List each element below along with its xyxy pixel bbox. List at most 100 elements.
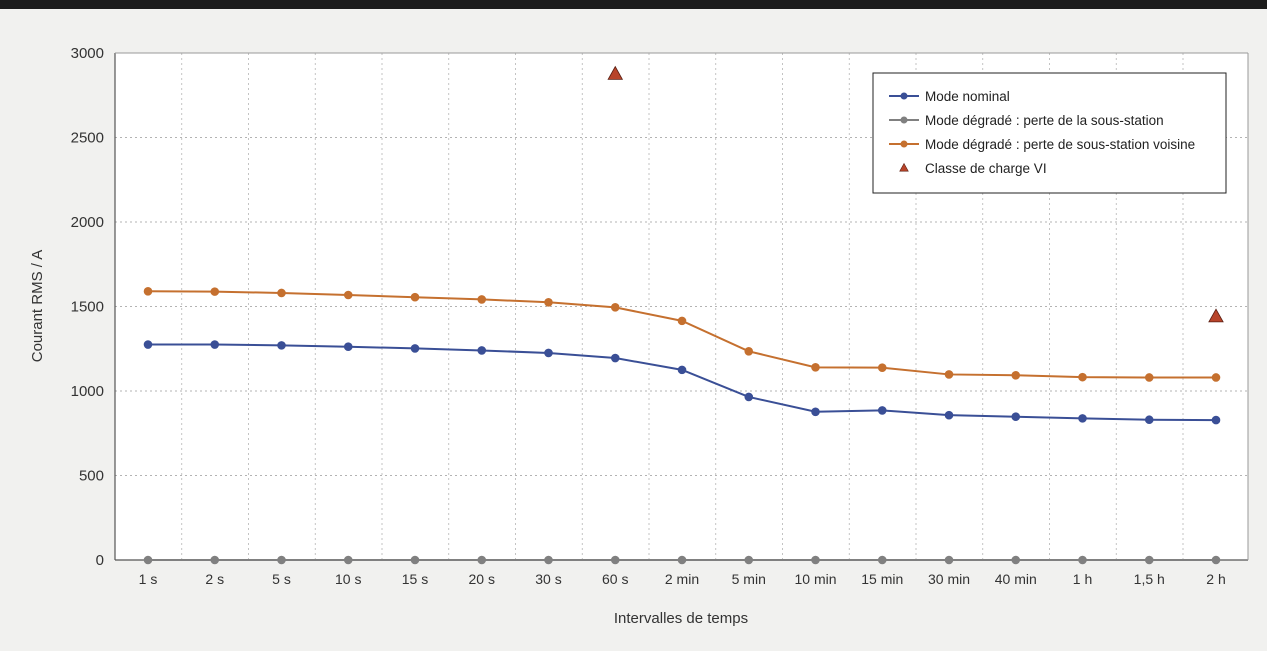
grid-lines [115, 53, 1248, 560]
x-axis-label: Intervalles de temps [614, 610, 748, 627]
legend-item-classe-de-charge-vi: Classe de charge VI [899, 161, 1047, 176]
data-point [1078, 555, 1087, 565]
data-point [1211, 373, 1221, 382]
data-point [744, 346, 754, 356]
data-point [610, 353, 620, 363]
y-axis-label: Courant RMS / A [29, 250, 46, 363]
legend: Mode nominal Mode dégradé : perte de la s… [872, 72, 1227, 194]
data-point [410, 344, 420, 353]
data-point [210, 555, 220, 565]
legend-label: Mode nominal [925, 89, 1010, 104]
legend-triangle-symbol [899, 162, 909, 172]
data-point [1211, 415, 1221, 425]
legend-marker-symbol [900, 140, 908, 148]
x-tick-labels: 1 s 2 s 5 s 10 s 15 s 20 s 30 s 60 s 2 min 5 min 1… [139, 571, 1226, 587]
x-tick-label: 15 min [861, 571, 903, 587]
data-point [410, 555, 420, 565]
y-tick-label: 3000 [71, 45, 104, 62]
data-point [677, 365, 687, 375]
x-tick-label: 2 h [1206, 571, 1225, 587]
data-point [677, 555, 687, 565]
data-point [610, 555, 620, 565]
triangle-marker [607, 65, 624, 80]
data-point [1211, 555, 1221, 565]
legend-label: Mode dégradé : perte de sous-station voi… [925, 137, 1195, 152]
x-tick-label: 20 s [469, 571, 495, 587]
data-point [343, 555, 353, 565]
data-point [811, 363, 820, 372]
data-point [343, 290, 353, 300]
x-tick-label: 40 min [995, 571, 1037, 587]
x-tick-label: 60 s [602, 571, 628, 587]
data-point [277, 341, 286, 350]
data-point [944, 410, 954, 420]
data-point [877, 555, 887, 565]
data-point [343, 342, 353, 352]
data-point [944, 370, 954, 379]
data-point [477, 295, 487, 304]
triangle-marker [1208, 308, 1224, 323]
legend-item-mode-nominal: Mode nominal [889, 89, 1010, 104]
data-point [1144, 415, 1154, 425]
data-point [744, 392, 754, 402]
data-point [544, 297, 553, 307]
x-tick-label: 1 s [139, 571, 158, 587]
data-point [811, 555, 820, 565]
data-point [1011, 370, 1021, 380]
y-tick-labels: 0 500 1000 1500 2000 2500 3000 [71, 45, 104, 569]
y-tick-label: 2000 [71, 214, 104, 231]
legend-item-mode-degrade-perte-de-sous-station-voisine: Mode dégradé : perte de sous-station voi… [889, 137, 1195, 152]
legend-marker-symbol [900, 116, 908, 124]
x-tick-label: 5 s [272, 571, 291, 587]
data-point [544, 555, 553, 565]
data-point [811, 407, 820, 417]
data-point [210, 340, 220, 349]
data-point [143, 286, 153, 296]
series-mode-nominal [143, 340, 1221, 425]
data-point [677, 316, 687, 326]
legend-box [872, 72, 1227, 194]
data-point [544, 348, 553, 358]
series-classe-de-charge-vi [607, 65, 1224, 323]
data-point [1144, 555, 1154, 565]
data-point [143, 555, 153, 565]
data-point [1078, 414, 1087, 423]
data-point [1011, 412, 1021, 421]
legend-label: Classe de charge VI [925, 161, 1047, 176]
series-mode-degrade-perte-de-la-sous-station [143, 555, 1221, 565]
data-point [944, 555, 954, 565]
y-tick-label: 2500 [71, 130, 104, 147]
data-point [1144, 373, 1154, 382]
x-tick-label: 2 min [665, 571, 699, 587]
legend-item-mode-degrade-perte-de-la-sous-station: Mode dégradé : perte de la sous-station [889, 113, 1164, 128]
data-point [477, 346, 487, 355]
top-border [0, 0, 1267, 9]
x-tick-label: 10 min [794, 571, 836, 587]
data-point [1011, 555, 1021, 565]
x-tick-label: 30 min [928, 571, 970, 587]
y-tick-label: 1500 [71, 299, 104, 316]
data-point [1078, 372, 1087, 382]
data-point [877, 363, 887, 372]
data-point [143, 340, 153, 349]
x-tick-label: 1 h [1073, 571, 1092, 587]
data-point [277, 288, 286, 298]
x-tick-label: 30 s [535, 571, 561, 587]
data-point [610, 303, 620, 312]
data-point [410, 292, 420, 302]
data-point [877, 406, 887, 415]
series-group [143, 65, 1224, 565]
data-point [744, 555, 754, 565]
y-tick-label: 0 [96, 552, 104, 569]
legend-marker-symbol [900, 92, 908, 100]
data-point [277, 555, 286, 565]
data-point [477, 555, 487, 565]
legend-label: Mode dégradé : perte de la sous-station [925, 113, 1164, 128]
y-tick-label: 1000 [71, 383, 104, 400]
x-tick-label: 10 s [335, 571, 361, 587]
y-tick-label: 500 [79, 468, 104, 485]
x-tick-label: 5 min [732, 571, 766, 587]
x-tick-label: 1,5 h [1134, 571, 1165, 587]
x-tick-label: 15 s [402, 571, 428, 587]
